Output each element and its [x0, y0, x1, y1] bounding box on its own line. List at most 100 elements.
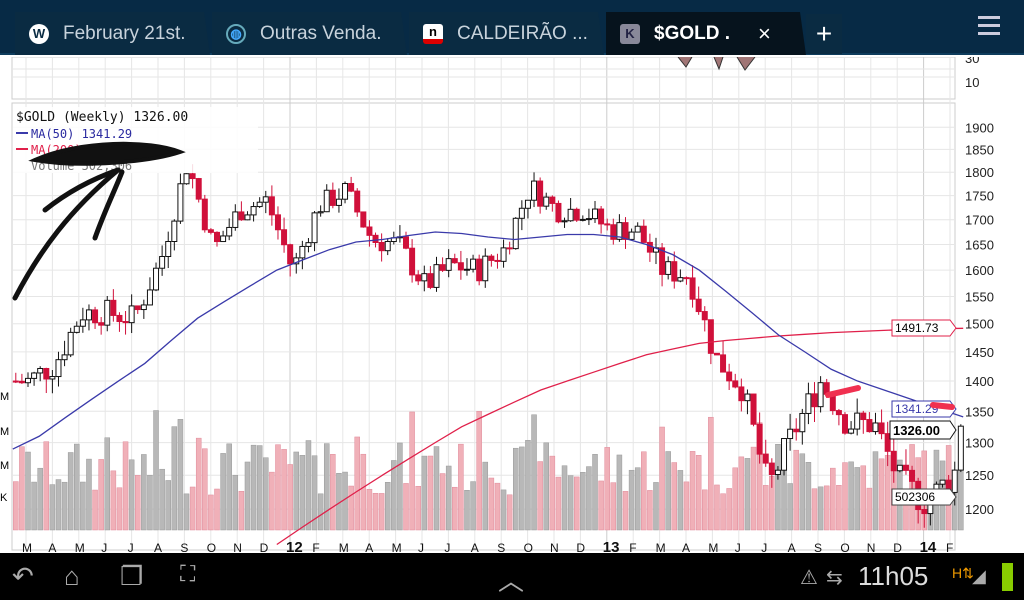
- candle: [860, 410, 867, 434]
- volume-bar: [403, 483, 409, 531]
- month-tick: J: [735, 541, 741, 553]
- price-tick: 1800: [965, 165, 994, 180]
- price-tick: 1600: [965, 263, 994, 278]
- candle: [37, 366, 44, 382]
- month-tick: J: [444, 541, 450, 553]
- candle: [323, 184, 330, 213]
- tab-outras-vendas[interactable]: ◍ Outras Venda.: [212, 12, 407, 55]
- volume-bar: [409, 411, 415, 531]
- candle: [549, 195, 556, 212]
- volume-tag-value: 502306: [895, 490, 935, 504]
- candle: [561, 217, 568, 228]
- candle: [463, 258, 470, 276]
- price-tick: 1550: [965, 289, 994, 304]
- tab-caldeirao[interactable]: n CALDEIRÃO ...: [409, 12, 604, 55]
- volume-bar: [439, 473, 446, 531]
- volume-bar: [360, 453, 367, 531]
- volume-bar: [494, 482, 501, 531]
- month-tick: M: [75, 541, 85, 553]
- volume-bar: [762, 485, 769, 531]
- volume-bar: [519, 446, 525, 531]
- warning-icon: ⚠: [800, 567, 818, 589]
- candle: [104, 295, 111, 332]
- home-icon[interactable]: ⌂: [64, 561, 80, 591]
- volume-bar: [305, 440, 312, 531]
- month-tick: S: [814, 541, 822, 553]
- candle: [171, 219, 178, 251]
- volume-bar: [561, 465, 568, 531]
- candle: [366, 220, 373, 247]
- candle: [329, 182, 336, 209]
- new-tab-button[interactable]: +: [806, 14, 842, 54]
- candle: [262, 190, 269, 214]
- volume-bar: [598, 480, 604, 531]
- volume-bar: [628, 469, 635, 531]
- volume-bar: [421, 455, 428, 531]
- volume-bar: [427, 455, 434, 531]
- month-tick: O: [524, 541, 533, 553]
- candle: [226, 218, 233, 241]
- volume-bar: [110, 470, 117, 531]
- volume-bar: [415, 485, 421, 531]
- candle: [646, 233, 653, 262]
- month-tick: N: [867, 541, 876, 553]
- candle: [384, 238, 391, 256]
- candle: [494, 253, 501, 269]
- volume-bar: [488, 477, 495, 531]
- chevron-up-icon[interactable]: ︿: [498, 566, 525, 596]
- menu-icon[interactable]: [978, 16, 1008, 42]
- candle: [744, 389, 751, 415]
- upper-indicator-marks: [677, 57, 756, 71]
- volume-bar: [311, 455, 318, 531]
- volume-bar: [878, 458, 885, 531]
- recent-apps-icon[interactable]: ❐: [120, 561, 144, 591]
- month-tick: A: [48, 541, 56, 553]
- month-tick: O: [207, 541, 216, 553]
- volume-bar: [836, 485, 842, 531]
- volume-bar: [506, 494, 513, 531]
- candle: [799, 408, 806, 445]
- month-tick: M: [708, 541, 718, 553]
- candle: [24, 372, 31, 387]
- volume-bar: [592, 454, 598, 531]
- volume-bar: [726, 488, 732, 531]
- candle: [957, 424, 964, 473]
- close-tag-value: 1326.00: [893, 423, 940, 438]
- candle: [512, 217, 519, 250]
- volume-bar: [720, 493, 726, 531]
- tab-february-21st[interactable]: W February 21st.: [15, 12, 210, 55]
- price-tick: 1500: [965, 317, 994, 332]
- screenshot-icon[interactable]: ⛶: [180, 561, 196, 586]
- candle: [732, 373, 739, 389]
- close-tab-icon[interactable]: ×: [758, 20, 771, 46]
- candle: [305, 238, 312, 253]
- volume-bar: [269, 471, 275, 531]
- candle: [421, 265, 428, 292]
- month-tick: J: [761, 541, 767, 553]
- candle: [866, 412, 873, 433]
- price-tick: 1650: [965, 238, 994, 253]
- candle: [567, 198, 574, 222]
- back-icon[interactable]: ↶: [12, 561, 34, 591]
- volume-bar: [695, 455, 702, 531]
- candle: [360, 211, 367, 228]
- volume-bar: [397, 442, 403, 531]
- volume-bar: [25, 451, 31, 531]
- volume-bar: [433, 446, 440, 531]
- volume-bar: [452, 486, 458, 531]
- volume-tick: K: [0, 492, 8, 504]
- volume-bar: [659, 426, 665, 531]
- candle: [488, 254, 495, 267]
- candle: [378, 233, 385, 262]
- volume-bar: [275, 444, 281, 531]
- price-tick: 1900: [965, 120, 994, 135]
- candle: [122, 311, 129, 335]
- tab-gold[interactable]: K $GOLD . ×: [606, 12, 806, 55]
- candle: [457, 250, 464, 280]
- volume-bar: [159, 468, 165, 531]
- candle: [342, 181, 349, 204]
- candle: [195, 177, 202, 203]
- candle: [451, 253, 458, 264]
- month-tick: M: [656, 541, 666, 553]
- candle: [665, 256, 672, 280]
